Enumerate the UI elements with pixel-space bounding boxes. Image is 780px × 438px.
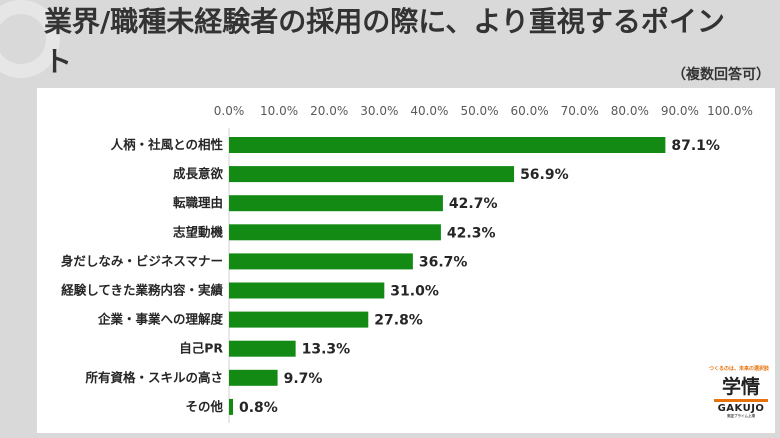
bar-chart: 0.0% 10.0% 20.0% 30.0% 40.0% 50.0% 60.0% 70.0% 8… [61,104,753,423]
bar [229,166,515,183]
bar [229,137,666,153]
data-label: 36.7% [419,254,468,270]
bar [229,340,296,357]
data-label: 56.9% [520,167,569,183]
x-tick-label: 90.0% [661,104,699,118]
logo-sub: 東証プライム上場 [727,414,755,418]
bar [229,282,385,299]
category-label: 企業・事業への理解度 [97,312,224,327]
gakujo-logo: つくるのは、未来の選択肢 学情 GAKUJO 東証プライム上場 [708,365,774,431]
logo-kanji: 学情 [721,376,760,398]
multiple-answer-note: （複数回答可） [672,67,770,83]
data-label: 31.0% [390,284,439,300]
x-tick-label: 70.0% [561,104,599,118]
bar [229,369,278,386]
x-tick-label: 30.0% [360,104,398,118]
x-tick-label: 10.0% [260,104,298,118]
category-label: 経験してきた業務内容・実績 [61,283,223,298]
bar [229,398,234,415]
x-tick-label: 100.0% [707,104,753,118]
data-label: 42.7% [449,196,498,212]
x-tick-label: 60.0% [511,104,549,118]
data-label: 42.3% [447,225,496,241]
page-title: 業界/職種未経験者の採用の際に、より重視するポイント [44,5,725,78]
data-label: 27.8% [374,313,423,329]
category-label: その他 [185,399,223,414]
x-tick-label: 80.0% [611,104,649,118]
x-tick-label: 50.0% [460,104,498,118]
category-label: 成長意欲 [173,166,224,181]
logo-accent-bar [714,399,768,402]
data-label: 13.3% [302,342,351,358]
bar [229,253,413,270]
category-label: 所有資格・スキルの高さ [85,370,223,385]
category-label: 身だしなみ・ビジネスマナー [61,253,223,268]
data-label: 9.7% [284,371,323,387]
bar [229,195,443,212]
x-tick-label: 0.0% [214,104,245,118]
chart-panel: 0.0% 10.0% 20.0% 30.0% 40.0% 50.0% 60.0% 70.0% 8… [37,88,775,433]
data-label: 0.8% [239,400,278,416]
x-tick-label: 40.0% [410,104,448,118]
category-label: 自己PR [179,341,223,356]
category-label: 人柄・社風との相性 [111,137,224,152]
category-label: 転職理由 [173,195,223,210]
x-tick-label: 20.0% [310,104,348,118]
logo-tagline: つくるのは、未来の選択肢 [709,366,769,372]
bar [229,311,369,328]
bar [229,224,441,241]
category-label: 志望動機 [173,224,224,239]
data-label: 87.1% [671,138,720,154]
logo-roman: GAKUJO [717,403,765,414]
